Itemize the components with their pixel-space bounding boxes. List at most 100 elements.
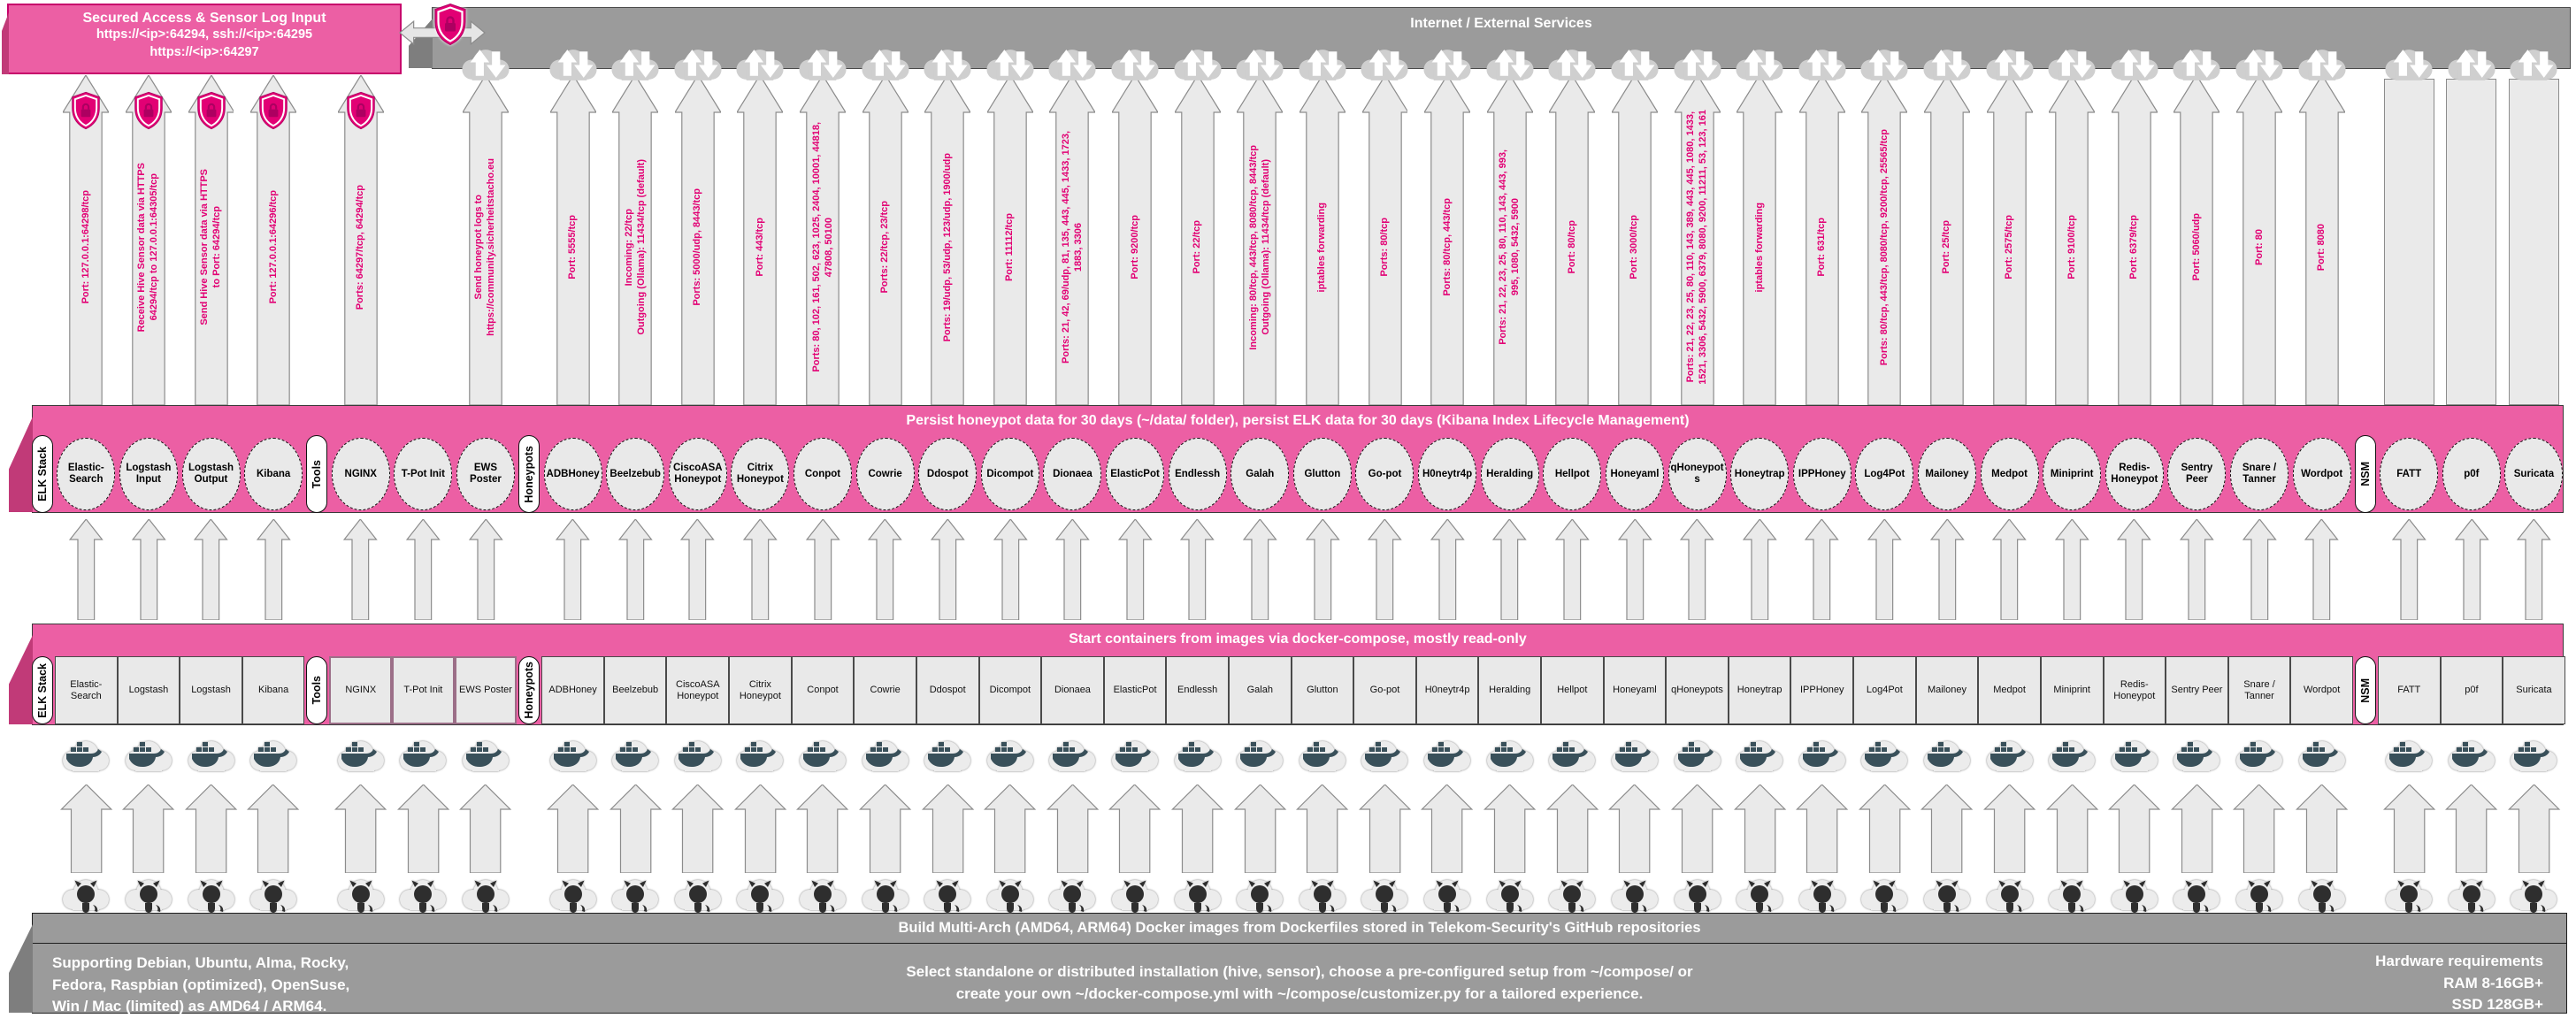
service-oval-suricata: Suricata [2504,438,2564,510]
data-flow-arrow [1489,519,1530,620]
data-flow-arrow [802,519,844,620]
group-pill-tools: Tools [306,656,328,724]
data-flow-arrow [465,519,507,620]
column-hellpot: Port: 80/tcp Hellpot Hellpot [1541,49,1604,922]
cloud-sync-icon [1236,50,1284,80]
port-label: Ports: 80/tcp, 443/tcp [1441,198,1453,296]
start-band-title: Start containers from images via docker-… [1069,631,1527,647]
column-logstash-output: Send Hive Sensor data via HTTPS to Port: … [180,49,242,922]
top-arrow-zone: Port: 2575/tcp [1980,49,2039,405]
cloud-sync-icon [1048,50,1097,80]
data-flow-arrow [1302,519,1344,620]
port-label: Ports: 19/udp, 53/udp, 123/udp, 1900/udp [941,152,953,342]
data-flow-arrow [1115,519,1156,620]
data-flow-arrow [253,519,295,620]
port-label: Ports: 80/tcp [1379,218,1390,277]
footer-install-note: Select standalone or distributed install… [906,961,1692,1005]
docker-whale-icon [2111,741,2158,771]
service-oval-qhoneypots: qHoneypots [1668,438,1727,510]
cloud-sync-icon [1673,50,1721,80]
build-arrow [921,785,975,873]
service-oval-wordpot: Wordpot [2292,438,2351,510]
top-arrow-zone: Port: 80 [2230,49,2289,405]
github-octocat-icon [986,880,1033,913]
github-octocat-icon [1986,880,2033,913]
service-oval-citrix-honeypot: Citrix Honeypot [731,438,790,510]
github-octocat-icon [1549,880,1596,913]
hardware-title: Hardware requirements [2375,953,2543,969]
data-flow-arrow [2388,519,2430,620]
port-label: Ports: 21, 42, 69/udp, 81, 135, 443, 445… [1060,131,1084,364]
docker-whale-icon [549,741,596,771]
docker-whale-icon [612,741,659,771]
github-octocat-icon [674,880,721,913]
github-octocat-icon [1736,880,1783,913]
footer-hardware-requirements: Hardware requirements RAM 8-16GB+ SSD 12… [2375,951,2543,1016]
port-label: Port: 5555/tcp [567,215,579,279]
data-flow-arrow [1364,519,1406,620]
build-arrow [1108,785,1162,873]
container-rect-galah: Galah [1228,656,1292,724]
service-oval-dicompot: Dicompot [980,438,1039,510]
port-label: Port: 9100/tcp [2066,215,2077,279]
cloud-sync-icon [799,50,847,80]
secure-port-arrow [63,75,110,405]
container-rect-citrix-honeypot: Citrix Honeypot [729,656,792,724]
port-label: iptables forwarding [1753,202,1765,293]
data-flow-arrow [1864,519,1905,620]
cloud-sync-icon [2235,50,2283,80]
service-oval-adbhoney: ADBHoney [543,438,602,510]
docker-whale-icon [2386,741,2433,771]
github-octocat-icon [1299,880,1346,913]
docker-whale-icon [1237,741,1284,771]
port-arrow [1986,75,2033,405]
docker-whale-icon [462,741,509,771]
docker-whale-icon [1986,741,2033,771]
docker-whale-icon [1736,741,1783,771]
container-rect-go-pot: Go-pot [1353,656,1416,724]
docker-whale-icon [986,741,1033,771]
github-octocat-icon [2049,880,2096,913]
port-label: Port: 22/tcp [1192,220,1203,274]
data-flow-arrow [927,519,969,620]
column-endlessh: Port: 22/tcp Endlessh Endlessh [1166,49,1229,922]
github-octocat-icon [1361,880,1408,913]
container-rect-ciscoasa-honeypot: CiscoASA Honeypot [666,656,730,724]
column-ews-poster: Send honeypot logs to https://community.s… [454,49,518,922]
build-arrow [2382,785,2436,873]
data-flow-arrow [1427,519,1468,620]
docker-whale-icon [125,741,172,771]
github-octocat-icon [2448,880,2495,913]
container-rect-fatt: FATT [2377,656,2441,724]
secure-port-arrow [125,75,172,405]
secured-access-title: Secured Access & Sensor Log Input [82,11,326,26]
service-oval-h0neytr4p: H0neytr4p [1418,438,1477,510]
port-arrow [1549,75,1596,405]
group-pill-nsm: NSM [2354,435,2376,513]
build-arrow [59,785,113,873]
service-oval-cowrie: Cowrie [855,438,915,510]
column-redis-honeypot: Port: 6379/tcp Redis-Honeypot Redis-Honey… [2103,49,2166,922]
docker-whale-icon [400,741,447,771]
container-rect-p0f: p0f [2440,656,2503,724]
column-qhoneypots: Ports: 21, 22, 23, 25, 80, 110, 143, 389… [1666,49,1729,922]
port-arrow [1174,75,1221,405]
docker-whale-icon [1112,741,1159,771]
build-arrow [2444,785,2498,873]
column-p0f: p0f p0f [2440,49,2503,922]
data-flow-arrow [2113,519,2155,620]
network-tap-bar [2383,79,2434,405]
port-label: Port: 80/tcp [1566,220,1577,274]
cloud-sync-icon [548,50,597,80]
column-ddospot: Ports: 19/udp, 53/udp, 123/udp, 1900/udp… [916,49,979,922]
docker-whale-icon [800,741,846,771]
container-rect-medpot: Medpot [1978,656,2041,724]
service-columns: ELK Stack ELK Stack Port: 127.0.0.1:64298… [32,49,2565,922]
secure-port-arrow [188,75,234,405]
build-arrow [1670,785,1724,873]
container-rect-qhoneypots: qHoneypots [1666,656,1729,724]
build-arrow [733,785,787,873]
cloud-sync-icon [2448,50,2496,80]
data-flow-arrow [1052,519,1093,620]
top-arrow-zone: iptables forwarding [1293,49,1353,405]
